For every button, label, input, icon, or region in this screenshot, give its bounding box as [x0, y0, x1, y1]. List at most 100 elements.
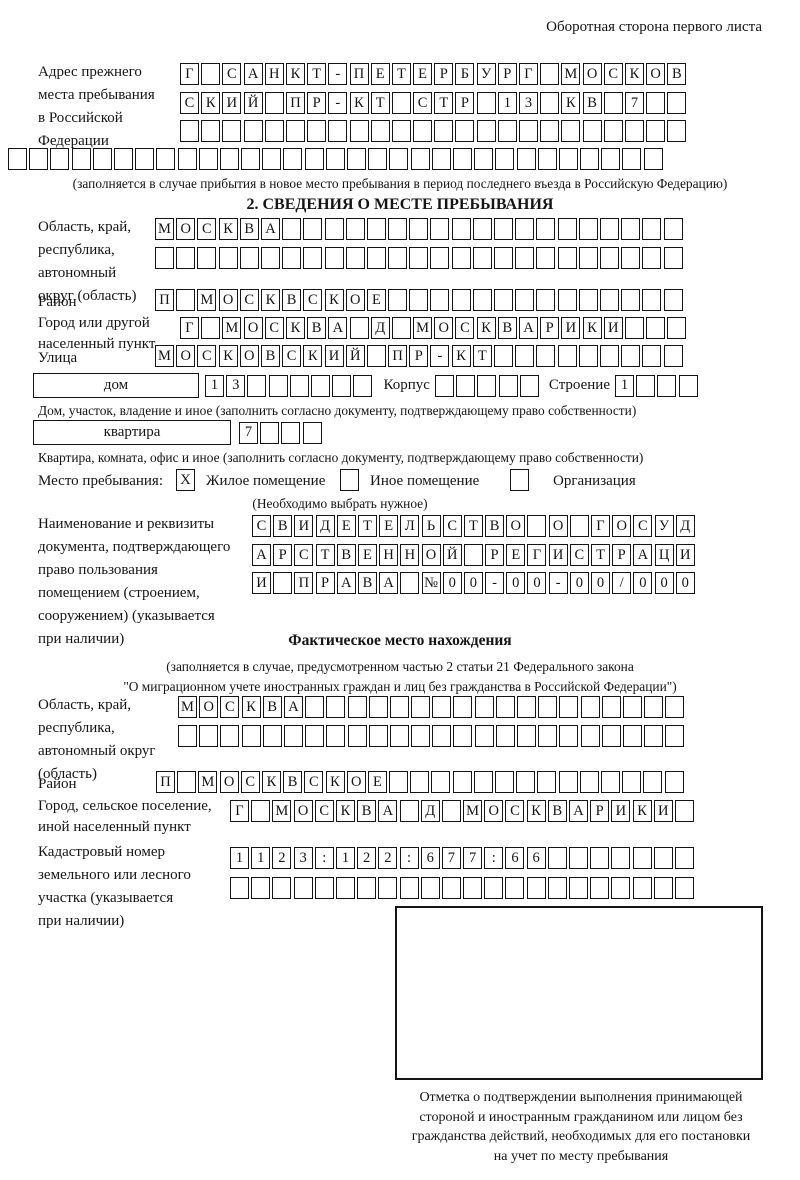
checkbox-other-premises[interactable]: [340, 469, 359, 491]
char-cell[interactable]: И: [611, 800, 631, 822]
char-cell[interactable]: К: [561, 92, 581, 114]
char-cell[interactable]: [456, 374, 476, 397]
char-cell[interactable]: К: [335, 800, 355, 822]
char-cell[interactable]: [409, 247, 429, 269]
char-cell[interactable]: [599, 218, 619, 240]
char-cell[interactable]: Р: [307, 92, 327, 114]
char-cell[interactable]: -: [328, 92, 348, 114]
char-cell[interactable]: [558, 771, 578, 793]
char-cell[interactable]: П: [388, 345, 408, 367]
char-cell[interactable]: 6: [505, 847, 525, 869]
char-cell[interactable]: Р: [434, 63, 454, 85]
char-cell[interactable]: [430, 289, 450, 311]
char-cell[interactable]: [664, 771, 684, 793]
char-cell[interactable]: 6: [526, 847, 546, 869]
char-cell[interactable]: [515, 289, 535, 311]
char-cell[interactable]: [622, 771, 642, 793]
char-cell[interactable]: [303, 218, 323, 240]
char-cell[interactable]: [368, 148, 388, 170]
char-cell[interactable]: [642, 247, 662, 269]
char-cell[interactable]: [519, 374, 539, 397]
char-cell[interactable]: И: [561, 317, 581, 339]
char-cell[interactable]: К: [349, 92, 369, 114]
char-cell[interactable]: С: [240, 771, 260, 793]
char-cell[interactable]: [644, 696, 664, 718]
char-cell[interactable]: [516, 148, 536, 170]
char-cell[interactable]: 2: [272, 847, 292, 869]
char-cell[interactable]: В: [667, 63, 687, 85]
char-cell[interactable]: Т: [463, 515, 483, 537]
char-cell[interactable]: [472, 247, 492, 269]
char-cell[interactable]: И: [603, 317, 623, 339]
char-cell[interactable]: [197, 247, 217, 269]
char-cell[interactable]: [347, 696, 367, 718]
char-cell[interactable]: [241, 725, 261, 747]
char-cell[interactable]: [293, 877, 313, 899]
char-cell[interactable]: Р: [590, 800, 610, 822]
char-cell[interactable]: [667, 317, 687, 339]
char-cell[interactable]: У: [476, 63, 496, 85]
char-cell[interactable]: С: [197, 218, 217, 240]
char-cell[interactable]: 0: [633, 572, 653, 594]
char-cell[interactable]: 0: [527, 572, 547, 594]
char-cell[interactable]: 1: [205, 374, 224, 397]
char-cell[interactable]: [324, 247, 344, 269]
char-cell[interactable]: И: [252, 572, 271, 594]
char-cell[interactable]: М: [413, 317, 433, 339]
char-cell[interactable]: [590, 877, 610, 899]
char-cell[interactable]: Ь: [421, 515, 441, 537]
char-cell[interactable]: [430, 218, 450, 240]
char-cell[interactable]: Е: [370, 63, 390, 85]
char-cell[interactable]: [349, 120, 369, 142]
char-cell[interactable]: [472, 218, 492, 240]
char-cell[interactable]: [156, 148, 176, 170]
char-cell[interactable]: [476, 120, 496, 142]
char-cell[interactable]: [220, 725, 240, 747]
char-cell[interactable]: [370, 120, 390, 142]
char-cell[interactable]: [624, 120, 644, 142]
char-cell[interactable]: [201, 317, 221, 339]
char-cell[interactable]: В: [262, 696, 282, 718]
char-cell[interactable]: [494, 218, 513, 240]
char-cell[interactable]: [557, 345, 577, 367]
char-cell[interactable]: Т: [472, 345, 492, 367]
char-cell[interactable]: К: [476, 317, 496, 339]
char-cell[interactable]: 7: [239, 421, 258, 444]
char-cell[interactable]: [578, 218, 598, 240]
char-cell[interactable]: [282, 247, 302, 269]
char-cell[interactable]: [578, 247, 598, 269]
char-cell[interactable]: [307, 120, 327, 142]
char-cell[interactable]: [434, 120, 454, 142]
char-cell[interactable]: [632, 847, 652, 869]
char-cell[interactable]: М: [197, 289, 217, 311]
char-cell[interactable]: 0: [442, 572, 462, 594]
char-cell[interactable]: Е: [506, 544, 526, 566]
char-cell[interactable]: А: [569, 800, 588, 822]
char-cell[interactable]: [547, 847, 567, 869]
char-cell[interactable]: [476, 92, 496, 114]
char-cell[interactable]: 1: [251, 847, 271, 869]
char-cell[interactable]: И: [548, 544, 568, 566]
char-cell[interactable]: [410, 771, 430, 793]
char-cell[interactable]: [251, 877, 271, 899]
char-cell[interactable]: [667, 120, 687, 142]
char-cell[interactable]: [283, 148, 303, 170]
char-cell[interactable]: [601, 725, 621, 747]
char-cell[interactable]: [366, 247, 386, 269]
char-cell[interactable]: [432, 725, 452, 747]
char-cell[interactable]: К: [303, 345, 323, 367]
char-cell[interactable]: И: [675, 544, 695, 566]
char-cell[interactable]: [463, 877, 483, 899]
char-cell[interactable]: [559, 725, 579, 747]
char-cell[interactable]: Т: [370, 92, 390, 114]
char-cell[interactable]: Н: [379, 544, 399, 566]
char-cell[interactable]: [663, 289, 683, 311]
char-cell[interactable]: [272, 877, 292, 899]
char-cell[interactable]: -: [328, 63, 348, 85]
char-cell[interactable]: [599, 289, 619, 311]
char-cell[interactable]: 0: [675, 572, 695, 594]
char-cell[interactable]: [389, 771, 409, 793]
char-cell[interactable]: [455, 120, 475, 142]
char-cell[interactable]: 1: [497, 92, 517, 114]
char-cell[interactable]: О: [199, 696, 219, 718]
